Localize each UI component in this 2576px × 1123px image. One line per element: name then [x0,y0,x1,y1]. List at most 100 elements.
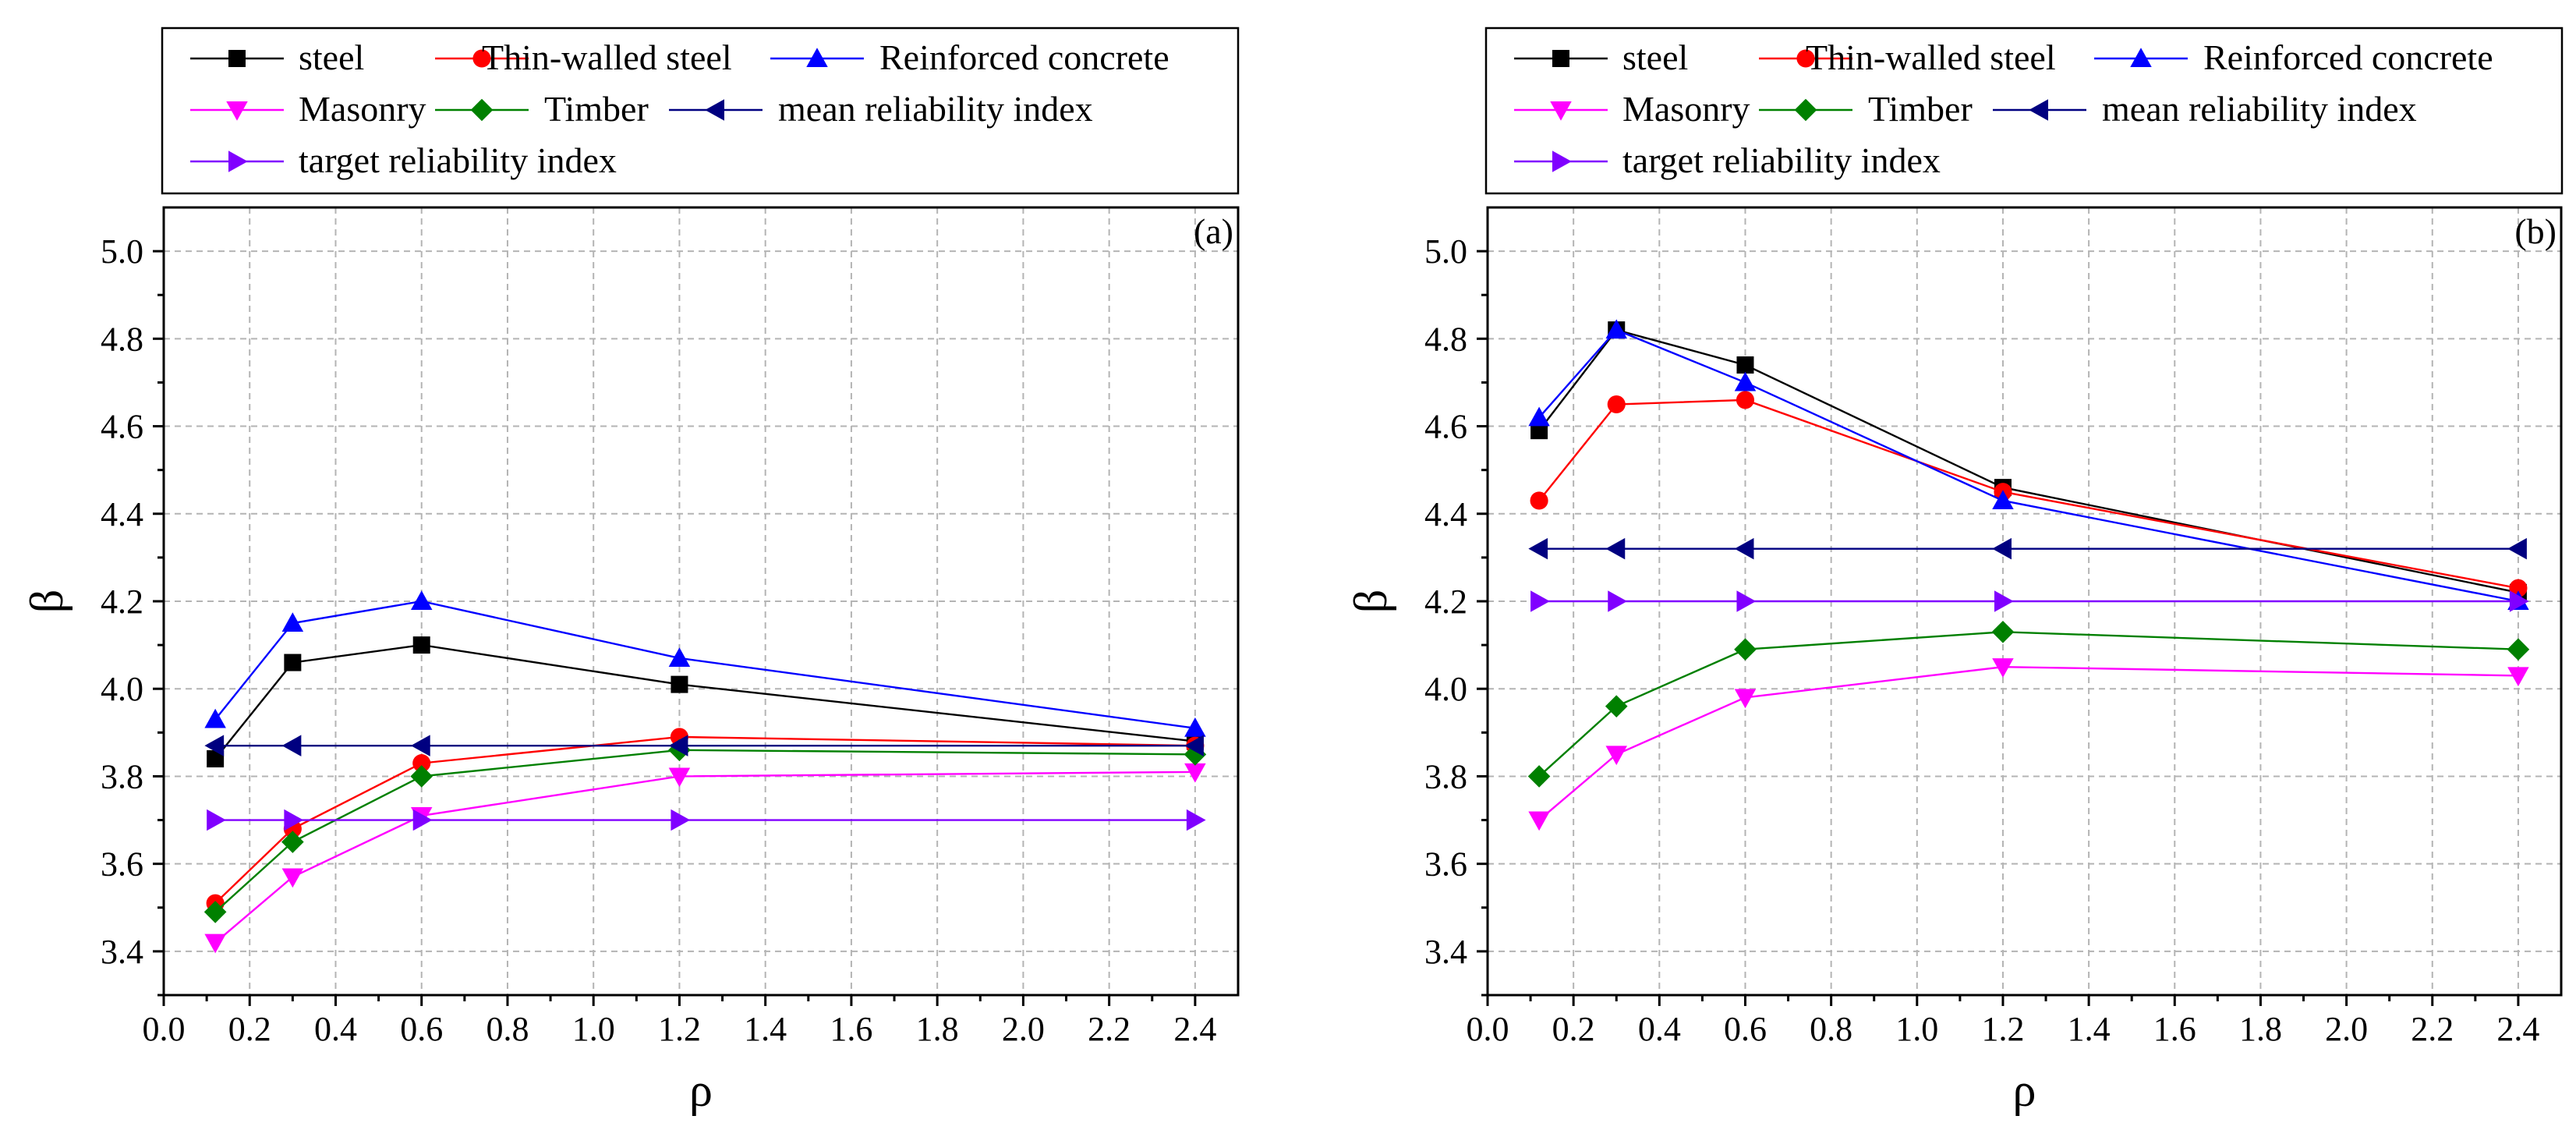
legend-swatch-marker [2130,48,2152,67]
y-axis-title: β [21,590,73,614]
data-point [410,590,433,610]
legend-item: Reinforced concrete [770,37,1169,77]
data-point [1186,809,1206,831]
x-tick-label: 0.8 [1810,1010,1852,1048]
legend: steel Thin-walled steel Reinforced concret… [1484,27,2564,195]
data-point [2507,537,2527,560]
data-point [204,933,226,954]
legend-label: Masonry [299,89,426,129]
panel-label: (b) [2514,211,2557,251]
series-mean-reliability-index [204,735,1204,756]
legend-item: Thin-walled steel [435,37,732,77]
x-tick-label: 2.0 [1002,1010,1045,1048]
y-tick-label: 3.6 [101,845,143,884]
x-tick-label: 0.6 [1724,1010,1767,1048]
series-timber [203,739,1207,923]
data-point [412,636,430,654]
y-tick-label: 5.0 [101,232,143,271]
legend-swatch-marker [228,50,246,67]
x-tick-label: 1.0 [572,1010,615,1048]
data-point [1530,422,1548,440]
data-point [1991,620,2015,643]
legend-item: Thin-walled steel [1759,37,2056,77]
series-reinforced-concrete [1528,319,2529,610]
x-tick-label: 2.2 [1088,1010,1131,1048]
series-steel [1530,321,2527,601]
data-point [668,767,691,788]
y-tick-label: 4.4 [101,495,143,533]
series-line [214,771,1195,944]
data-point [410,735,430,756]
y-axis-title: β [1345,590,1396,614]
x-tick-label: 0.2 [228,1010,271,1048]
data-point [1184,717,1206,737]
legend-label: mean reliability index [2102,89,2417,129]
data-point [2509,579,2528,597]
legend-label: target reliability index [299,140,617,180]
y-tick-label: 4.0 [101,670,143,708]
legend-label: Timber [544,89,649,129]
x-tick-label: 0.0 [143,1010,186,1048]
legend-swatch-marker [1550,101,1572,121]
data-point [1608,590,1627,612]
panel-label: (a) [1194,211,1233,251]
data-point [671,809,691,831]
legend-swatch-marker [806,48,828,67]
data-point [1528,811,1550,831]
y-tick-label: 4.0 [1424,670,1467,708]
data-point [668,647,691,667]
legend-label: Timber [1868,89,1973,129]
legend-label: steel [299,37,364,77]
legend-item: Timber [435,89,649,129]
series-line [1538,328,2519,593]
legend-label: mean reliability index [778,89,1093,129]
legend-label: Masonry [1622,89,1750,129]
data-point [1994,590,2014,612]
data-point [1736,590,1757,612]
legend-swatch-marker [470,98,494,122]
data-point [412,809,433,831]
legend-item: steel [1514,37,1688,77]
x-tick-label: 1.8 [2239,1010,2282,1048]
y-tick-label: 4.2 [1424,583,1467,621]
legend-swatch-marker [1552,50,1569,67]
legend-label: target reliability index [1622,140,1941,180]
legend-item: target reliability index [190,140,617,180]
y-tick-label: 4.8 [1424,320,1467,358]
data-point [1734,638,1757,661]
x-tick-label: 2.0 [2325,1010,2368,1048]
x-tick-label: 2.4 [1173,1010,1216,1048]
y-tick-label: 4.6 [101,408,143,446]
legend-label: steel [1622,37,1688,77]
data-point [671,675,688,693]
legend-swatch-marker [1794,98,1817,122]
series-thin-walled-steel [1530,391,2528,597]
legend-label: Reinforced concrete [2203,37,2493,77]
data-point [1992,490,2014,509]
y-tick-label: 4.6 [1424,408,1467,446]
legend-swatch-marker [228,151,248,172]
series-line [214,600,1196,729]
y-tick-label: 5.0 [1424,232,1467,271]
x-tick-label: 1.4 [744,1010,787,1048]
series-reinforced-concrete [204,590,1206,737]
data-point [1736,391,1755,409]
series-timber [1527,620,2530,788]
data-point [1527,765,1551,788]
data-point [1605,746,1627,766]
y-tick-label: 4.8 [101,320,143,358]
legend-item: Reinforced concrete [2094,37,2493,77]
legend-swatch-marker [1796,49,1815,68]
x-tick-label: 0.4 [314,1010,357,1048]
x-tick-label: 0.6 [400,1010,443,1048]
data-point [1605,695,1628,717]
x-tick-label: 1.8 [916,1010,959,1048]
legend-item: mean reliability index [1993,89,2417,129]
x-tick-label: 1.2 [658,1010,701,1048]
y-tick-label: 3.8 [1424,757,1467,795]
x-tick-label: 1.0 [1895,1010,1938,1048]
y-tick-label: 3.6 [1424,845,1467,884]
data-point [1736,356,1754,374]
x-tick-label: 1.4 [2068,1010,2111,1048]
series-line [214,749,1195,913]
